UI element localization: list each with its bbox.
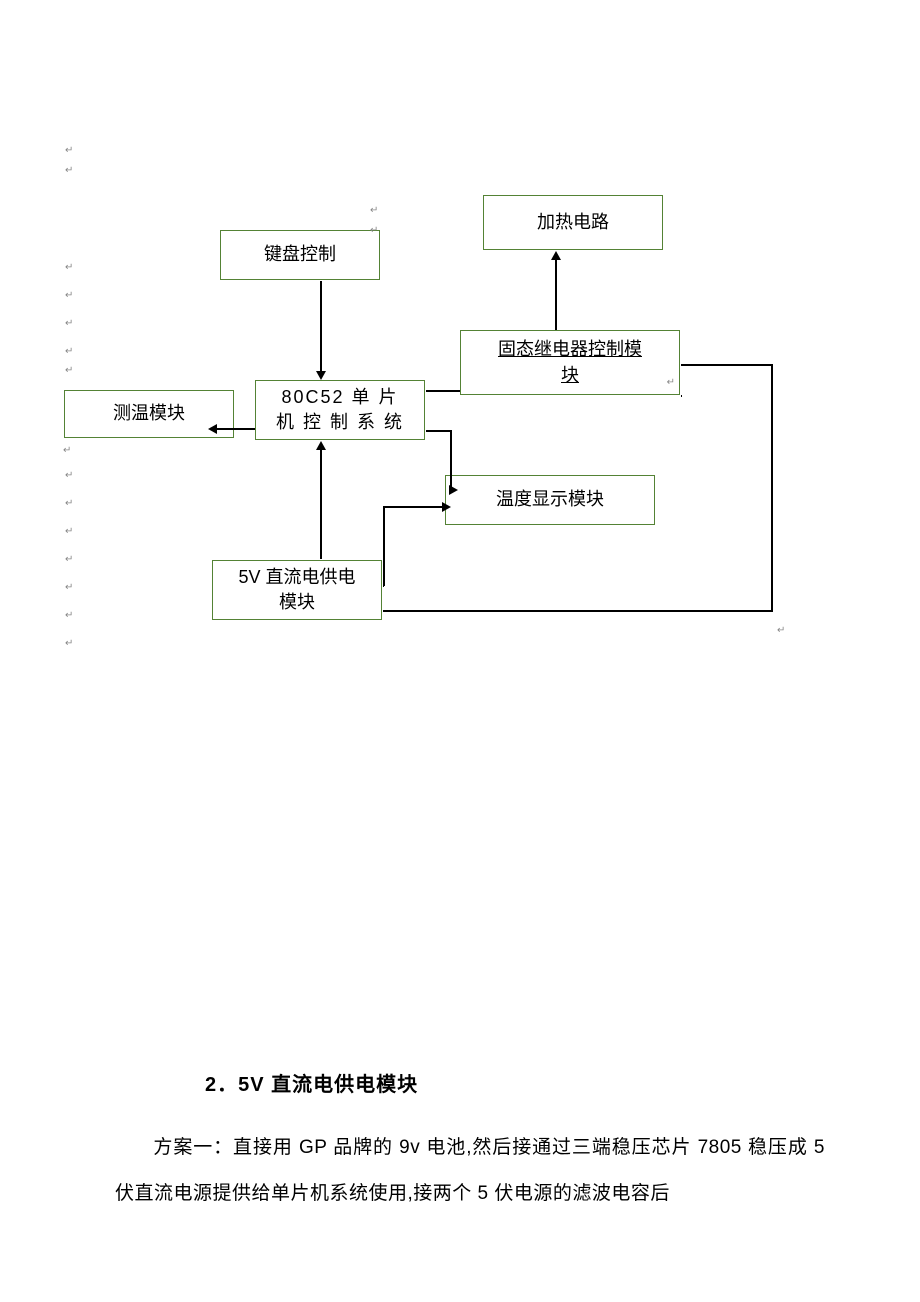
arrow-mcu-display [449, 485, 458, 495]
edge-relay-heating [555, 258, 557, 330]
paragraph-mark: ↵ [63, 445, 71, 456]
paragraph-mark: ↵ [65, 262, 73, 273]
paragraph-mark: ↵ [777, 625, 785, 636]
paragraph-mark: ↵ [65, 582, 73, 593]
arrow-mcu-sensor [208, 424, 217, 434]
paragraph-mark: ↵ [65, 554, 73, 565]
paragraph-mark: ↵ [65, 610, 73, 621]
paragraph-mark: ↵ [65, 145, 73, 156]
paragraph-mark: ↵ [370, 225, 378, 236]
paragraph-mark: ↵ [65, 365, 73, 376]
node-power-line1: 5V 直流电供电 [238, 565, 355, 590]
node-relay: 固态继电器控制模 块 ↵ [460, 330, 680, 395]
node-display-label: 温度显示模块 [496, 487, 604, 512]
block-diagram: 加热电路 键盘控制 固态继电器控制模 块 ↵ 测温模块 80C52 单 片 机 … [65, 150, 765, 670]
node-relay-line2: 块 [561, 363, 579, 388]
section-body-text: 方案一：直接用 GP 品牌的 9v 电池,然后接通过三端稳压芯片 7805 稳压… [115, 1137, 825, 1204]
paragraph-mark: ↵ [65, 526, 73, 537]
paragraph-mark: ↵ [667, 376, 675, 390]
arrow-relay-heating [551, 251, 561, 260]
edge-power-relay-h1 [383, 610, 773, 612]
edge-power-display-h [383, 506, 445, 508]
arrow-keyboard-mcu [316, 371, 326, 380]
section-body: 方案一：直接用 GP 品牌的 9v 电池,然后接通过三端稳压芯片 7805 稳压… [115, 1125, 825, 1216]
paragraph-mark: ↵ [65, 290, 73, 301]
node-heating: 加热电路 [483, 195, 663, 250]
node-keyboard: 键盘控制 [220, 230, 380, 280]
node-mcu: 80C52 单 片 机 控 制 系 统 [255, 380, 425, 440]
section-heading: 2．5V 直流电供电模块 [205, 1068, 825, 1097]
paragraph-mark: ↵ [370, 205, 378, 216]
node-sensor-label: 测温模块 [113, 401, 185, 426]
edge-power-relay-v [771, 364, 773, 611]
edge-mcu-display-v [450, 430, 452, 490]
edge-power-display-v [383, 506, 385, 586]
paragraph-mark: ↵ [65, 318, 73, 329]
node-power-line2: 模块 [279, 590, 315, 615]
node-keyboard-label: 键盘控制 [264, 242, 336, 267]
node-power: 5V 直流电供电 模块 [212, 560, 382, 620]
edge-power-mcu [320, 448, 322, 559]
node-heating-label: 加热电路 [537, 210, 609, 235]
node-mcu-line2: 机 控 制 系 统 [276, 410, 404, 435]
node-display: 温度显示模块 [445, 475, 655, 525]
node-relay-line1: 固态继电器控制模 [498, 337, 642, 362]
edge-mcu-relay-h [426, 390, 460, 392]
paragraph-mark: ↵ [65, 346, 73, 357]
edge-stub [681, 395, 682, 397]
edge-mcu-sensor [215, 428, 255, 430]
edge-power-display-stub [383, 585, 384, 587]
paragraph-mark: ↵ [65, 498, 73, 509]
arrow-power-mcu [316, 441, 326, 450]
edge-mcu-display-h1 [426, 430, 451, 432]
paragraph-mark: ↵ [65, 638, 73, 649]
paragraph-mark: ↵ [65, 165, 73, 176]
text-section: 2．5V 直流电供电模块 方案一：直接用 GP 品牌的 9v 电池,然后接通过三… [115, 1068, 825, 1216]
node-mcu-line1: 80C52 单 片 [281, 385, 398, 410]
edge-keyboard-mcu [320, 281, 322, 374]
edge-power-relay-h2 [681, 364, 772, 366]
paragraph-mark: ↵ [65, 470, 73, 481]
arrow-power-display [442, 502, 451, 512]
